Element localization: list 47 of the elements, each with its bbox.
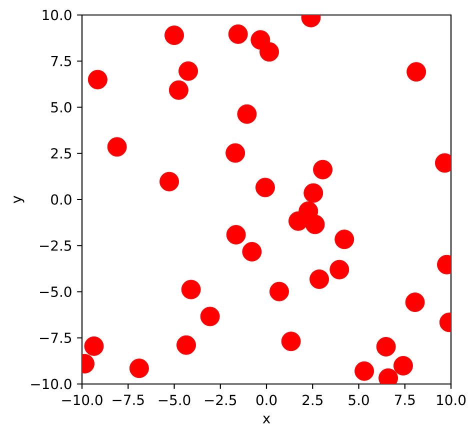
- x-tick-label: 2.5: [302, 394, 322, 406]
- point: [310, 269, 330, 289]
- y-tick-label: 7.5: [51, 56, 72, 66]
- x-tick-label: −10.0: [62, 394, 102, 406]
- point: [255, 178, 275, 198]
- y-tick-label: −5.0: [40, 286, 72, 298]
- x-axis-title: x: [262, 416, 270, 424]
- point: [242, 242, 262, 262]
- point: [164, 26, 184, 46]
- x-tick-label: 7.5: [394, 394, 415, 406]
- x-tick-label: −7.5: [112, 394, 144, 406]
- point: [281, 332, 301, 352]
- point: [313, 160, 333, 180]
- y-tick-label: −7.5: [40, 332, 72, 344]
- point: [393, 356, 413, 376]
- point: [334, 230, 354, 250]
- x-tick-label: 10.0: [437, 394, 466, 406]
- point: [237, 104, 257, 124]
- y-tick-label: 2.5: [51, 148, 72, 159]
- x-tick-label: 0.0: [256, 394, 277, 406]
- point: [405, 292, 425, 312]
- point: [330, 260, 350, 280]
- point: [305, 214, 325, 234]
- point: [178, 61, 198, 81]
- point: [107, 137, 127, 157]
- point: [176, 335, 196, 355]
- point: [260, 42, 280, 62]
- y-tick-label: 5.0: [51, 102, 72, 113]
- y-axis-title: y: [14, 196, 24, 204]
- y-tick-label: 10.0: [42, 10, 72, 20]
- point: [226, 143, 246, 163]
- y-tick-label: 0.0: [51, 194, 72, 205]
- x-tick-label: −2.5: [204, 394, 236, 406]
- point: [406, 62, 426, 82]
- y-tick-label: −2.5: [40, 240, 72, 251]
- x-tick-label: 5.0: [348, 394, 369, 406]
- point: [181, 280, 201, 300]
- point: [226, 224, 246, 244]
- y-tick-label: −10.0: [31, 378, 72, 390]
- point: [200, 306, 220, 326]
- point: [228, 24, 248, 44]
- point: [376, 336, 396, 356]
- point: [269, 282, 289, 302]
- point: [304, 183, 324, 203]
- point: [168, 80, 188, 100]
- x-tick-label: −5.0: [158, 394, 190, 406]
- point: [160, 172, 180, 192]
